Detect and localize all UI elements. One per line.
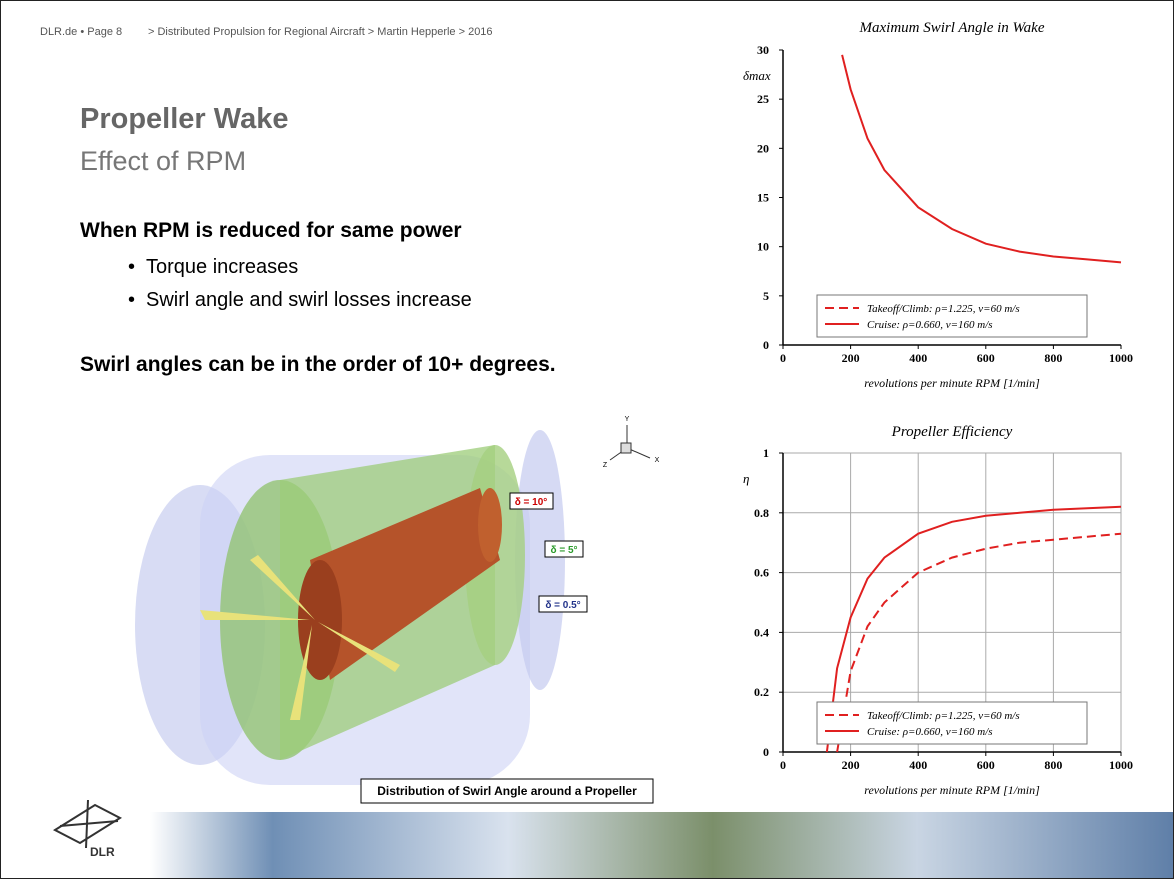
y-tick-label: 10 [757, 240, 769, 254]
legend-label: Takeoff/Climb: ρ=1.225, v=60 m/s [867, 303, 1020, 315]
figure-caption: Distribution of Swirl Angle around a Pro… [377, 784, 637, 798]
heading: When RPM is reduced for same power [80, 219, 462, 242]
breadcrumb: > Distributed Propulsion for Regional Ai… [148, 26, 493, 38]
logo-mark [52, 799, 123, 849]
y-tick-label: 0 [763, 338, 769, 352]
earth-strip [150, 812, 1173, 878]
series-line [825, 505, 1122, 753]
y-tick-label: 5 [763, 289, 769, 303]
y-tick-label: 0.8 [754, 506, 769, 520]
series-line [836, 532, 1122, 753]
y-tick-label: 20 [757, 141, 769, 155]
legend-label: Cruise: ρ=0.660, v=160 m/s [867, 319, 993, 331]
series-line [841, 54, 1122, 264]
x-tick-label: 600 [977, 758, 995, 772]
x-tick-label: 200 [842, 758, 860, 772]
legend-label: Takeoff/Climb: ρ=1.225, v=60 m/s [867, 710, 1020, 722]
chart-title: Propeller Efficiency [891, 424, 1013, 440]
x-tick-label: 600 [977, 351, 995, 365]
propeller-illustration [135, 425, 654, 804]
y-tick-label: 0.6 [754, 566, 769, 580]
x-axis-label: revolutions per minute RPM [1/min] [864, 783, 1040, 797]
axis-letter: X [655, 457, 660, 464]
y-tick-label: 25 [757, 92, 769, 106]
legend-box [816, 701, 1088, 745]
x-tick-label: 400 [909, 351, 927, 365]
x-tick-label: 200 [842, 351, 860, 365]
x-tick-label: 1000 [1109, 351, 1133, 365]
y-axis-label: δmax [743, 68, 771, 83]
x-axis-label: revolutions per minute RPM [1/min] [864, 376, 1040, 390]
x-tick-label: 0 [780, 351, 786, 365]
y-tick-label: 0.4 [754, 625, 769, 639]
y-tick-label: 0.2 [754, 685, 769, 699]
x-tick-label: 800 [1044, 351, 1062, 365]
legend-box [816, 294, 1088, 338]
bullet: Torque increases [146, 256, 298, 278]
bullet-dot: • [128, 256, 135, 278]
axis-letter: Z [603, 462, 608, 469]
subtitle: Effect of RPM [80, 146, 246, 176]
delta-label: δ = 10° [515, 497, 548, 508]
y-axis-label: η [743, 471, 749, 486]
logo-text: DLR [90, 845, 115, 859]
chart-title: Maximum Swirl Angle in Wake [859, 20, 1045, 36]
x-tick-label: 400 [909, 758, 927, 772]
x-tick-label: 0 [780, 758, 786, 772]
x-tick-label: 1000 [1109, 758, 1133, 772]
delta-label: δ = 0.5° [545, 600, 580, 611]
y-tick-label: 15 [757, 191, 769, 205]
title: Propeller Wake [80, 103, 288, 135]
y-tick-label: 1 [763, 446, 769, 460]
y-tick-label: 30 [757, 43, 769, 57]
delta-label: δ = 5° [550, 545, 577, 556]
bullet: Swirl angle and swirl losses increase [146, 289, 472, 311]
y-tick-label: 0 [763, 745, 769, 759]
legend-label: Cruise: ρ=0.660, v=160 m/s [867, 726, 993, 738]
page-number: DLR.de • Page 8 [40, 26, 122, 38]
statement: Swirl angles can be in the order of 10+ … [80, 353, 556, 376]
axis-letter: Y [625, 416, 630, 423]
bullet-dot: • [128, 289, 135, 311]
x-tick-label: 800 [1044, 758, 1062, 772]
